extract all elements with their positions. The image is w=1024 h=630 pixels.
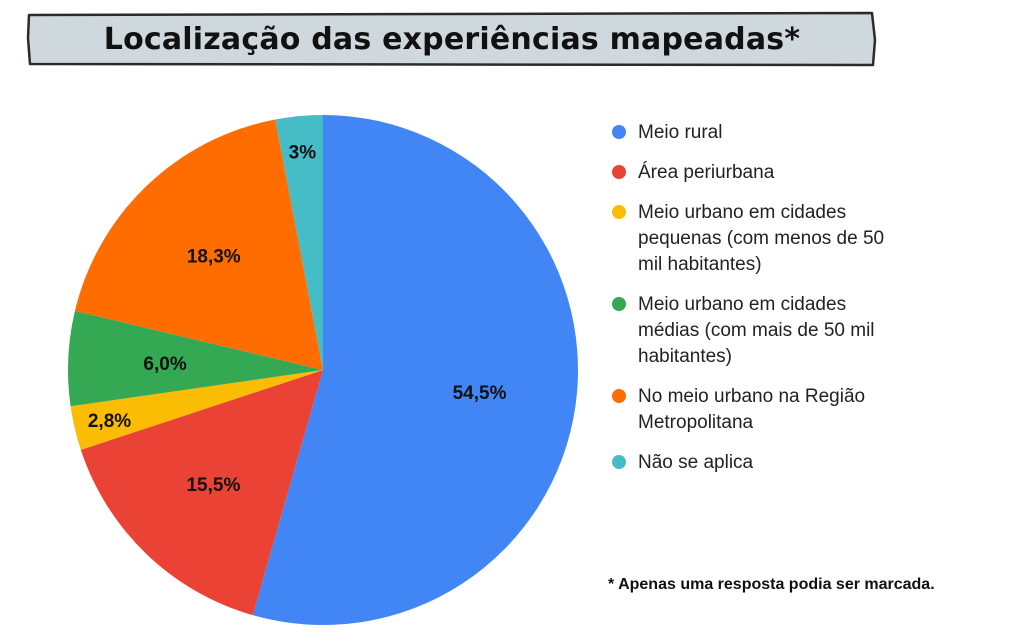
pie-slice — [68, 310, 324, 407]
legend-dot-icon — [612, 455, 626, 469]
legend-dot-icon — [612, 297, 626, 311]
legend-item: No meio urbano na Região Metropolitana — [612, 384, 912, 436]
legend-label: Meio urbano em cidades médias (com mais … — [638, 294, 875, 367]
pie-slice-label: 2,8% — [88, 411, 131, 432]
legend-item: Meio urbano em cidades pequenas (com men… — [612, 200, 912, 278]
legend-label: Meio rural — [638, 122, 723, 143]
pie-slice-label: 54,5% — [453, 383, 507, 404]
pie-slice-label: 15,5% — [186, 475, 240, 496]
pie-slice — [74, 119, 323, 371]
legend-label: No meio urbano na Região Metropolitana — [638, 386, 866, 433]
chart-title: Localização das experiências mapeadas* — [103, 21, 801, 57]
legend-item: Não se aplica — [612, 450, 912, 476]
legend-dot-icon — [612, 125, 626, 139]
pie-slice-label: 3% — [289, 143, 317, 164]
legend-dot-icon — [612, 205, 626, 219]
pie-slice — [252, 115, 579, 626]
pie-slice — [70, 370, 323, 450]
legend-label: Não se aplica — [638, 452, 754, 473]
pie-slice-label: 6,0% — [143, 354, 186, 375]
pie-slice — [275, 115, 323, 370]
legend-label: Meio urbano em cidades pequenas (com men… — [638, 202, 885, 275]
legend-dot-icon — [612, 389, 626, 403]
pie-slice — [80, 370, 323, 616]
legend-item: Meio urbano em cidades médias (com mais … — [612, 292, 912, 370]
legend-label: Área periurbana — [638, 162, 775, 183]
pie-slice-label: 18,3% — [187, 247, 241, 268]
legend: Meio rural Área periurbana Meio urbano em … — [612, 120, 912, 490]
legend-item: Área periurbana — [612, 160, 912, 186]
footnote: * Apenas uma resposta podia ser marcada. — [608, 576, 935, 593]
title-banner-shape — [26, 11, 877, 67]
legend-dot-icon — [612, 165, 626, 179]
legend-item: Meio rural — [612, 120, 912, 146]
title-banner: Localização das experiências mapeadas* — [26, 10, 878, 68]
